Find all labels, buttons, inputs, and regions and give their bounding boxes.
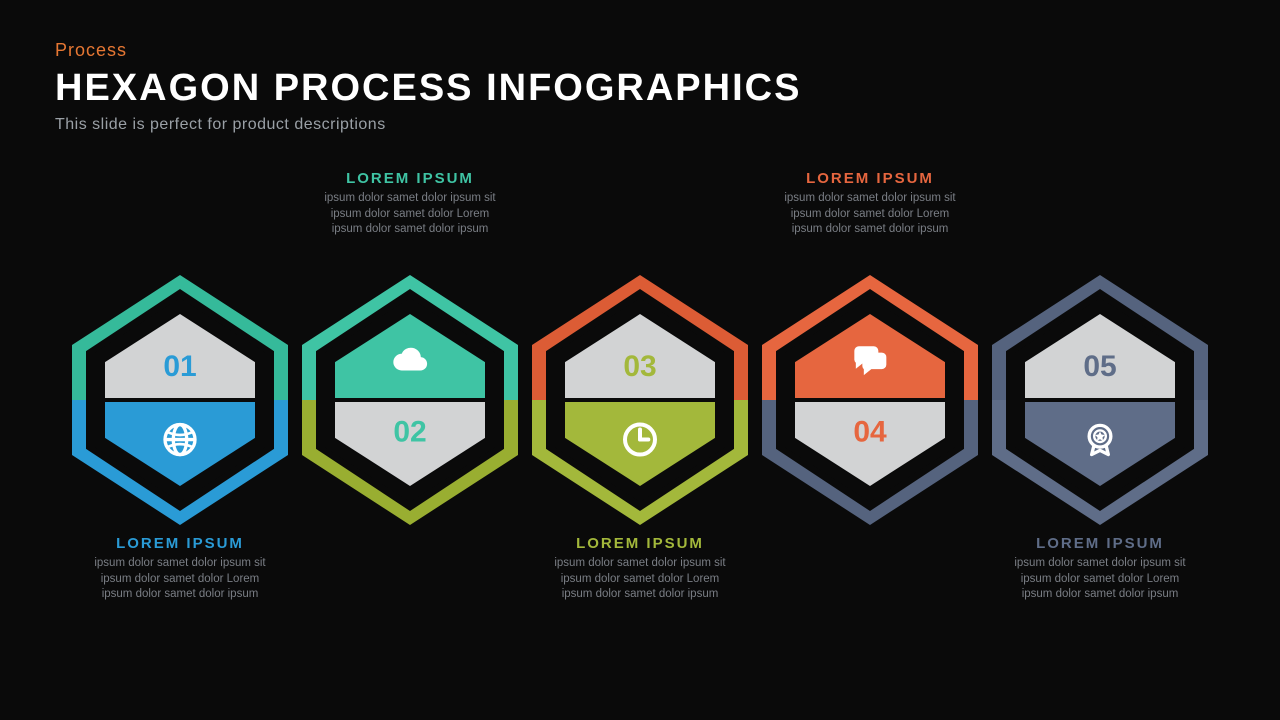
step-title: LOREM IPSUM xyxy=(755,170,985,187)
step-body: ipsum dolor samet dolor ipsum sit ipsum … xyxy=(755,191,985,238)
page-title: HEXAGON PROCESS INFOGRAPHICS xyxy=(55,67,801,110)
step-title: LOREM IPSUM xyxy=(295,170,525,187)
step-text-01: LOREM IPSUM ipsum dolor samet dolor ipsum… xyxy=(65,535,295,603)
hexagon-svg: 01 02 03 04 05 xyxy=(0,170,1280,690)
step-body: ipsum dolor samet dolor ipsum sit ipsum … xyxy=(295,191,525,238)
step-number: 02 xyxy=(393,415,426,448)
infographic-stage: 01 02 03 04 05 LOREM IPSUM ipsum dolor samet … xyxy=(0,170,1280,690)
step-text-02: LOREM IPSUM ipsum dolor samet dolor ipsum… xyxy=(295,170,525,238)
subtitle: This slide is perfect for product descri… xyxy=(55,116,801,134)
step-title: LOREM IPSUM xyxy=(65,535,295,552)
step-number: 05 xyxy=(1083,350,1116,383)
step-number: 04 xyxy=(853,415,887,448)
step-title: LOREM IPSUM xyxy=(525,535,755,552)
step-text-05: LOREM IPSUM ipsum dolor samet dolor ipsum… xyxy=(985,535,1215,603)
step-body: ipsum dolor samet dolor ipsum sit ipsum … xyxy=(985,556,1215,603)
step-text-03: LOREM IPSUM ipsum dolor samet dolor ipsum… xyxy=(525,535,755,603)
step-body: ipsum dolor samet dolor ipsum sit ipsum … xyxy=(525,556,755,603)
step-number: 01 xyxy=(163,350,196,383)
step-text-04: LOREM IPSUM ipsum dolor samet dolor ipsum… xyxy=(755,170,985,238)
step-number: 03 xyxy=(623,350,656,383)
step-body: ipsum dolor samet dolor ipsum sit ipsum … xyxy=(65,556,295,603)
header: Process HEXAGON PROCESS INFOGRAPHICS Thi… xyxy=(55,40,801,134)
icon-tab xyxy=(565,400,715,486)
step-title: LOREM IPSUM xyxy=(985,535,1215,552)
kicker: Process xyxy=(55,40,801,61)
